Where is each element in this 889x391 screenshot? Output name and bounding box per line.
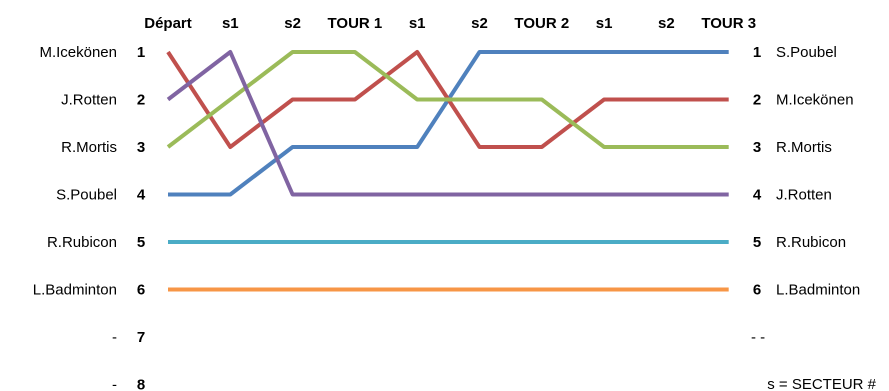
right-name-label: M.Icekönen: [776, 92, 854, 109]
left-rank-label: 4: [137, 187, 146, 204]
left-rank-label: 2: [137, 92, 145, 109]
right-rank-label: 2: [753, 92, 761, 109]
x-tick-label: TOUR 1: [328, 15, 383, 32]
left-rank-label: 3: [137, 139, 145, 156]
left-rank-label: 1: [137, 44, 145, 61]
series-lines: [166, 50, 729, 292]
sector-note: s = SECTEUR #: [767, 376, 876, 391]
series-line-1: [168, 50, 729, 197]
x-tick-label: s1: [222, 15, 239, 32]
x-tick-label: s2: [658, 15, 675, 32]
right-name-label: S.Poubel: [776, 44, 837, 61]
right-rank-label: 6: [753, 282, 761, 299]
x-tick-label: TOUR 3: [701, 15, 756, 32]
left-name-label: -: [112, 377, 117, 391]
x-tick-label: s1: [596, 15, 613, 32]
left-rank-label: 7: [137, 329, 145, 346]
y-axis-labels: M.Icekönen 1 1 S.Poubel J.Rotten 2 2 M.Icekönen…: [33, 44, 860, 391]
x-tick-labels: Départ s1 s2 TOUR 1 s1 s2 TOUR 2 s1 s2 TOUR 3: [144, 15, 756, 32]
left-rank-label: 5: [137, 234, 145, 251]
right-rank-label: 5: [753, 234, 761, 251]
x-tick-label: s2: [284, 15, 301, 32]
right-name-label: R.Mortis: [776, 139, 832, 156]
right-rank-label: 4: [753, 187, 762, 204]
x-tick-label: s2: [471, 15, 488, 32]
left-name-label: R.Rubicon: [47, 234, 117, 251]
left-rank-label: 8: [137, 377, 145, 391]
right-rank-label: 3: [753, 139, 761, 156]
right-name-label: L.Badminton: [776, 282, 860, 299]
left-name-label: -: [112, 329, 117, 346]
left-name-label: R.Mortis: [61, 139, 117, 156]
series-line-3: [166, 50, 729, 149]
left-name-label: L.Badminton: [33, 282, 117, 299]
x-tick-label: s1: [409, 15, 426, 32]
left-name-label: S.Poubel: [56, 187, 117, 204]
right-name-label: - -: [751, 329, 765, 346]
x-tick-label: TOUR 2: [514, 15, 569, 32]
right-name-label: R.Rubicon: [776, 234, 846, 251]
right-rank-label: 1: [753, 44, 761, 61]
left-rank-label: 6: [137, 282, 145, 299]
right-name-label: J.Rotten: [776, 187, 832, 204]
x-tick-label: Départ: [144, 15, 192, 32]
series-line-4: [166, 50, 729, 197]
left-name-label: M.Icekönen: [39, 44, 117, 61]
left-name-label: J.Rotten: [61, 92, 117, 109]
